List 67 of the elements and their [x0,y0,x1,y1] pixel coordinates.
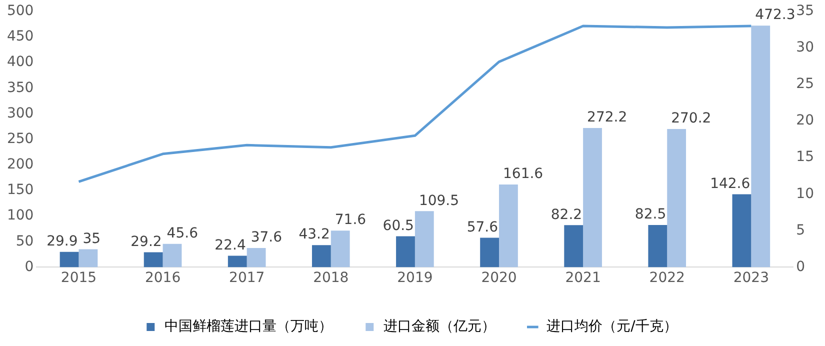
bar [564,225,584,268]
y2-tick-label: 30 [796,40,814,56]
data-label: 161.6 [503,166,544,182]
legend-label: 中国鲜榴莲进口量（万吨） [164,318,333,335]
x-tick-label: 2022 [649,270,685,286]
bar [732,194,752,268]
bar [60,252,79,268]
data-label: 82.2 [550,206,582,223]
bar [480,238,500,268]
bar [78,249,98,268]
y2-tick-label: 20 [796,112,814,129]
y2-tick-label: 5 [796,222,806,238]
y2-tick-label: 25 [796,76,814,92]
x-tick-label: 2023 [733,270,769,286]
y2-tick-label: 10 [796,186,814,202]
bar [246,248,266,268]
bar [144,252,163,268]
data-label: 71.6 [334,212,366,228]
bar [312,245,331,268]
data-label: 22.4 [214,237,246,254]
data-label: 37.6 [250,230,282,246]
y-tick-label: 400 [6,54,34,70]
y-tick-label: 250 [6,130,34,147]
y-tick-label: 50 [16,233,34,250]
bar [228,256,247,268]
data-label: 35 [82,230,101,247]
y-tick-label: 100 [6,208,34,224]
bar [414,211,434,268]
y-tick-label: 150 [6,182,34,198]
bar [162,244,182,268]
x-tick-label: 2019 [397,270,433,286]
data-label: 57.6 [466,219,498,236]
x-tick-label: 2016 [144,270,181,286]
x-tick-label: 2017 [229,270,265,286]
data-label: 142.6 [710,176,750,192]
data-label: 109.5 [418,192,460,209]
data-label: 43.2 [298,226,330,243]
y-tick-label: 350 [6,80,34,96]
y2-tick-label: 15 [796,149,814,166]
y-tick-label: 0 [24,258,34,275]
y2-tick-label: 35 [796,3,814,20]
y-tick-label: 300 [6,105,34,122]
x-tick-label: 2018 [313,270,349,286]
bar [396,236,415,268]
legend-label: 进口均价（元/千克） [546,318,678,335]
y-tick-label: 200 [6,156,34,173]
data-label: 29.2 [130,234,162,250]
bar [667,128,686,268]
bar [330,230,350,268]
x-tick-label: 2021 [565,270,601,286]
data-label: 82.5 [634,206,666,223]
data-label: 60.5 [382,218,414,234]
data-label: 472.3 [755,7,796,24]
bar [499,184,518,268]
bar [648,224,668,268]
data-label: 29.9 [46,234,78,250]
bar [751,26,770,268]
bar [583,128,602,268]
data-label: 272.2 [587,110,628,126]
x-tick-label: 2015 [60,270,97,286]
legend-label: 进口金额（亿元） [384,318,496,335]
y-tick-label: 450 [6,28,34,45]
y-tick-label: 500 [6,3,34,20]
data-label: 45.6 [166,226,198,242]
data-label: 270.2 [671,110,712,127]
x-tick-label: 2020 [481,270,517,286]
y2-tick-label: 0 [796,258,806,275]
